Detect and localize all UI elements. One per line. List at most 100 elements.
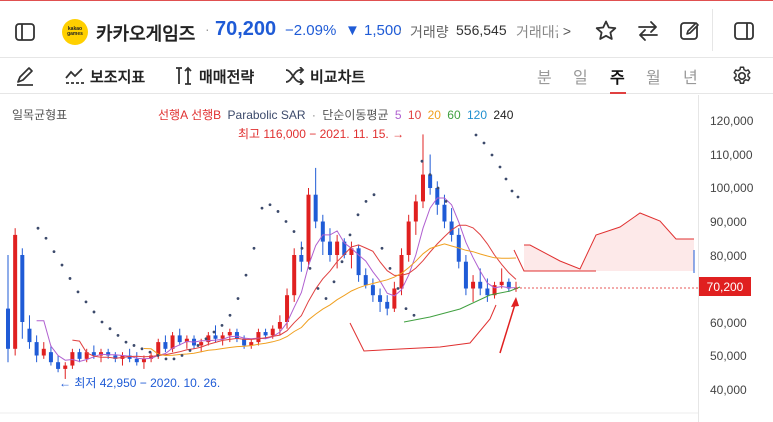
sar-dot [260, 206, 264, 210]
sar-dot [324, 297, 328, 300]
candle-body [442, 204, 447, 222]
candle-body [320, 221, 325, 242]
candle-body [199, 342, 204, 346]
stock-name[interactable]: 카카오게임즈 [96, 24, 196, 44]
sar-dot [412, 313, 416, 317]
price-chart[interactable]: 일목균형표 선행A 선행B Parabolic SAR · 단순이동평균 5 10… [0, 95, 773, 422]
sar-dot [140, 347, 144, 351]
candle-body [327, 241, 332, 255]
volume-value: 556,545 [456, 22, 507, 38]
sar-dot [164, 357, 168, 361]
period-year[interactable]: 년 [683, 70, 698, 87]
settings-gear-icon[interactable] [729, 63, 755, 89]
sar-dot [364, 200, 368, 203]
separator-dot: · [398, 22, 403, 38]
candle-body [335, 241, 340, 255]
volume-label: 거래량 [410, 24, 449, 40]
trade-strategy-button[interactable]: 매매전략 [174, 64, 254, 88]
swap-arrows-icon[interactable] [634, 17, 662, 45]
ichimoku-label: 일목균형표 [12, 108, 68, 122]
sar-dot [148, 350, 152, 354]
sar-dot [404, 307, 408, 310]
arrow-head [511, 297, 519, 307]
candle-body [492, 285, 497, 296]
favorite-star-icon[interactable] [592, 17, 620, 45]
span-b-lower-line [349, 304, 497, 352]
candle-body [478, 281, 483, 289]
sar-dot [388, 267, 392, 270]
period-month[interactable]: 월 [646, 70, 661, 87]
candle-body [141, 358, 146, 363]
candle-body [34, 342, 39, 356]
candle-body [63, 365, 68, 369]
candle-body [385, 301, 390, 309]
candle-body [485, 288, 490, 296]
stock-header: kakao games 카카오게임즈 · 70,200 −2.09% ▼ 1,5… [0, 0, 773, 58]
sar-dot [504, 177, 508, 181]
sar-dot [252, 246, 256, 250]
legend-dot: · [311, 108, 316, 122]
candle-body [48, 352, 53, 363]
separator-dot: · [205, 21, 210, 37]
side-panel-icon[interactable] [730, 17, 758, 45]
sar-dot [36, 226, 40, 230]
edit-note-icon[interactable] [676, 17, 704, 45]
candle-body [27, 328, 32, 343]
candle-body [356, 248, 361, 276]
candle-body [227, 332, 232, 336]
sar-dot [44, 236, 48, 240]
sar-dot [490, 153, 494, 157]
period-day[interactable]: 일 [573, 70, 588, 87]
candle-body [406, 221, 411, 255]
chart-toolbar: 보조지표 매매전략 비교차트 분 일 주 월 년 [0, 58, 773, 94]
legend-ma5: 5 [394, 108, 402, 122]
sar-dot [316, 287, 320, 290]
sar-dot [482, 141, 486, 145]
sar-dot [444, 200, 448, 203]
sar-dot [124, 340, 128, 344]
sidebar-toggle-icon[interactable] [12, 19, 38, 45]
sar-dot [348, 233, 352, 237]
current-price: 70,200 [215, 18, 277, 40]
high-price-annotation: 최고 116,000 − 2021. 11. 15. → [238, 127, 405, 141]
candle-body [471, 281, 476, 289]
change-percent: −2.09% [285, 22, 337, 39]
ma20-line [143, 243, 517, 357]
legend-ma20: 20 [427, 108, 441, 122]
sar-dot [76, 290, 80, 294]
span-b-line [513, 249, 596, 272]
kakao-games-logo: kakao games [62, 19, 88, 45]
ma10-line [72, 224, 517, 359]
y-tick-label: 90,000 [710, 215, 747, 229]
candle-body [206, 335, 211, 343]
sar-dot [204, 337, 208, 341]
sar-dot [52, 250, 56, 254]
aux-indicator-button[interactable]: 보조지표 [65, 64, 145, 88]
period-week[interactable]: 주 [610, 70, 625, 87]
indicator-legend: 선행A 선행B Parabolic SAR · 단순이동평균 5 10 20 60… [158, 106, 516, 123]
compare-chart-label: 비교차트 [310, 68, 366, 86]
ichimoku-cloud [524, 213, 694, 271]
trade-amount-label: 거래대금 [516, 24, 558, 40]
candle-body [163, 342, 168, 349]
period-minute[interactable]: 분 [537, 70, 552, 87]
more-info-chevron-icon[interactable]: > [562, 23, 572, 39]
candle-body [363, 275, 368, 286]
sar-dot [172, 357, 176, 361]
candlestick-chart-canvas[interactable] [0, 95, 773, 422]
y-axis-line [698, 95, 699, 422]
sar-dot [132, 344, 136, 347]
sar-dot [84, 300, 88, 304]
y-tick-label: 110,000 [710, 148, 753, 162]
drawing-pen-icon[interactable] [12, 63, 38, 89]
y-tick-label: 120,000 [710, 114, 754, 128]
y-tick-label: 100,000 [710, 181, 754, 195]
candle-body [77, 352, 82, 359]
candle-body [277, 322, 282, 329]
y-tick-label: 50,000 [710, 349, 747, 363]
legend-parabolic-sar: Parabolic SAR [227, 108, 306, 122]
candle-body [463, 261, 468, 289]
sar-dot [420, 159, 424, 163]
compare-chart-button[interactable]: 비교차트 [285, 64, 365, 88]
candle-body [13, 234, 18, 349]
